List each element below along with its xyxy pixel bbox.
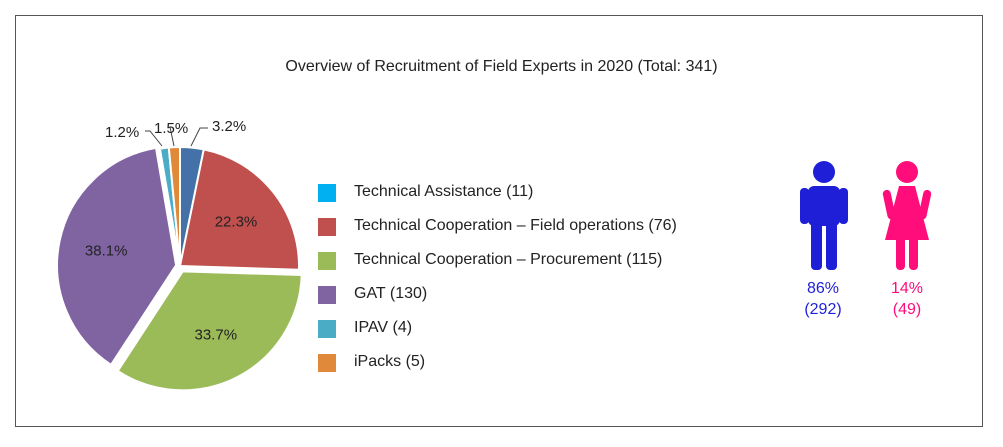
male-person-icon: [800, 161, 848, 270]
legend-swatch: [318, 354, 336, 372]
legend-label: GAT (130): [354, 285, 428, 302]
legend-label: IPAV (4): [354, 319, 413, 336]
pie-slice: [116, 270, 303, 392]
legend-label: Technical Cooperation – Procurement (115…: [354, 251, 663, 268]
legend-swatch: [318, 218, 336, 236]
slice-percent-label: 1.2%: [105, 124, 139, 141]
pie-slice: [167, 145, 181, 267]
legend-swatch: [318, 184, 336, 202]
leader-line: [169, 126, 175, 147]
leader-line: [190, 127, 208, 147]
male-count: (292): [804, 301, 842, 318]
slice-percent-label: 1.5%: [154, 120, 188, 137]
slice-percent-label: 3.2%: [212, 118, 246, 135]
slice-percent-label: 22.3%: [215, 214, 258, 231]
leader-line: [145, 130, 163, 147]
slice-percent-label: 33.7%: [195, 327, 238, 344]
legend-swatch: [318, 252, 336, 270]
legend-label: iPacks (5): [354, 353, 426, 370]
legend-swatch: [318, 286, 336, 304]
legend-swatch: [318, 320, 336, 338]
male-percent: 86%: [806, 280, 840, 297]
female-percent: 14%: [890, 280, 924, 297]
female-count: (49): [892, 301, 922, 318]
chart-title: Overview of Recruitment of Field Experts…: [285, 58, 718, 75]
female-person-icon: [882, 161, 932, 270]
pie-slice: [56, 146, 178, 367]
pie-slice: [178, 148, 300, 271]
legend-label: Technical Cooperation – Field operations…: [354, 217, 677, 234]
slice-percent-label: 38.1%: [85, 243, 128, 260]
legend-label: Technical Assistance (11): [354, 183, 534, 200]
